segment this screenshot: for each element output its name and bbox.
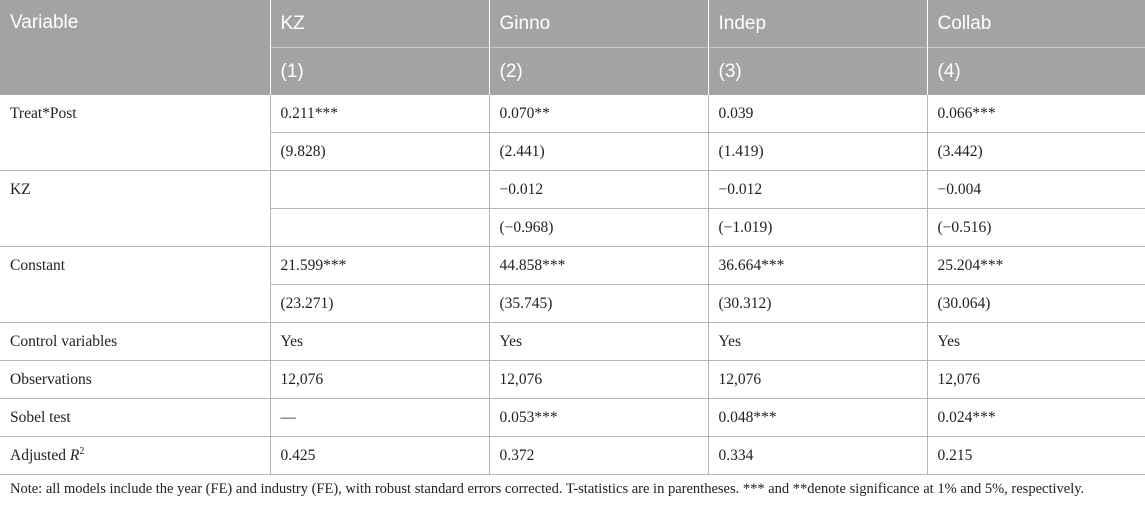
cell-coef: 0.066*** — [937, 104, 996, 122]
table-row: Sobel test — 0.053*** 0.048*** 0.024*** — [0, 398, 1145, 437]
header-col-kz: KZ — [270, 0, 490, 48]
row-label-sobel: Sobel test — [0, 398, 271, 437]
cell-tstat: (30.064) — [927, 284, 1145, 323]
header-num-4: (4) — [927, 47, 1145, 95]
cell-tstat: (35.745) — [489, 284, 709, 323]
cell-value: — — [270, 398, 490, 437]
header-num-1: (1) — [270, 47, 490, 95]
table-row: (23.271) (35.745) (30.312) (30.064) — [0, 284, 1145, 323]
regression-table: Variable KZ Ginno Indep Collab (1) (2) (… — [0, 0, 1145, 475]
header-col-indep: Indep — [708, 0, 928, 48]
adj-r2-prefix: Adjusted — [10, 446, 70, 464]
cell-coef: 44.858*** — [489, 246, 709, 285]
cell-value: 0.334 — [708, 436, 928, 475]
cell-tstat — [270, 208, 490, 247]
cell-value: 0.048*** — [708, 398, 928, 437]
row-label-controls: Control variables — [0, 322, 271, 361]
cell-tstat: (3.442) — [927, 132, 1145, 171]
cell-value: 12,076 — [927, 360, 1145, 399]
cell-coef: 25.204*** — [927, 246, 1145, 285]
cell-value: 0.024*** — [927, 398, 1145, 437]
cell-coef: 0.039 — [708, 95, 928, 133]
cell-tstat: (30.312) — [708, 284, 928, 323]
cell-tstat: (9.828) — [270, 132, 490, 171]
cell-value: 0.053*** — [489, 398, 709, 437]
header-variable: Variable — [0, 0, 271, 95]
row-label-adj-r2: Adjusted R2 — [0, 436, 271, 475]
header-variable-label: Variable — [10, 12, 79, 33]
cell-tstat: (−0.516) — [927, 208, 1145, 247]
table-row: KZ −0.012 −0.012 −0.004 — [0, 170, 1145, 247]
cell-value: Yes — [708, 322, 928, 361]
table-row: (−0.968) (−1.019) (−0.516) — [0, 208, 1145, 247]
row-label-constant: Constant — [0, 246, 271, 323]
table-row: (9.828) (2.441) (1.419) (3.442) — [0, 132, 1145, 171]
header-row-names: Variable KZ Ginno Indep Collab — [0, 0, 1145, 95]
adj-r2-var: R — [69, 446, 80, 464]
cell-coef: −0.012 — [708, 170, 928, 209]
table-row: Constant 21.599*** 44.858*** 36.664*** 2… — [0, 246, 1145, 323]
cell-coef: −0.004 — [927, 170, 1145, 209]
row-label-observations: Observations — [0, 360, 271, 399]
table-row: Control variables Yes Yes Yes Yes — [0, 322, 1145, 361]
cell-tstat: (2.441) — [489, 132, 709, 171]
cell-coef: 0.070** — [489, 95, 709, 133]
table-row: Adjusted R2 0.425 0.372 0.334 0.215 — [0, 436, 1145, 475]
cell-tstat: (23.271) — [270, 284, 490, 323]
cell-value: 0.372 — [489, 436, 709, 475]
table-row: Observations 12,076 12,076 12,076 12,076 — [0, 360, 1145, 399]
cell-value: 0.215 — [927, 436, 1145, 475]
cell-tstat: (1.419) — [708, 132, 928, 171]
cell-value: Yes — [489, 322, 709, 361]
adj-r2-sup: 2 — [79, 445, 85, 457]
cell-coef: 21.599*** — [270, 246, 490, 285]
cell-coef: −0.012 — [489, 170, 709, 209]
cell-value: 0.425 — [270, 436, 490, 475]
cell-value: 12,076 — [489, 360, 709, 399]
header-num-3: (3) — [708, 47, 928, 95]
header-row-numbers: (1) (2) (3) (4) — [0, 47, 1145, 95]
cell-tstat: (−0.968) — [489, 208, 709, 247]
header-col-collab: Collab — [927, 0, 1145, 48]
table-header: Variable KZ Ginno Indep Collab (1) (2) (… — [0, 0, 1145, 95]
row-label-kz: KZ — [0, 170, 271, 247]
cell-value: 12,076 — [708, 360, 928, 399]
cell-coef — [270, 170, 490, 209]
cell-tstat: (−1.019) — [708, 208, 928, 247]
table-note: Note: all models include the year (FE) a… — [10, 481, 1085, 497]
table-body: Treat*Post 0.211*** 0.070** 0.039 0.066*… — [0, 95, 1145, 475]
cell-value: Yes — [270, 322, 490, 361]
header-num-2: (2) — [489, 47, 709, 95]
cell-coef: 36.664*** — [708, 246, 928, 285]
table-row: Treat*Post 0.211*** 0.070** 0.039 0.066*… — [0, 95, 1145, 171]
cell-coef: 0.211*** — [270, 95, 490, 133]
row-label-treat-post: Treat*Post — [0, 95, 271, 171]
cell-value: 12,076 — [270, 360, 490, 399]
header-col-ginno: Ginno — [489, 0, 709, 48]
cell-value: Yes — [927, 322, 1145, 361]
